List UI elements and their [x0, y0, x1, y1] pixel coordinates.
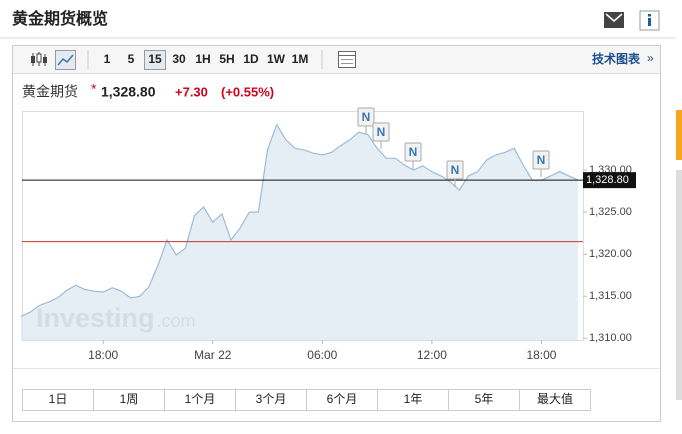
last-price-badge: [583, 172, 636, 189]
interval-button[interactable]: 5: [128, 52, 135, 66]
news-label[interactable]: N: [451, 163, 460, 177]
x-tick-label: 18:00: [88, 348, 118, 362]
price-line: [20, 123, 579, 317]
candle-icon[interactable]: [31, 52, 47, 66]
line-chart-icon[interactable]: [55, 50, 76, 70]
page-title: 黄金期货概览: [12, 9, 108, 28]
interval-button[interactable]: 1: [104, 52, 111, 66]
link-arrow[interactable]: »: [647, 51, 654, 65]
last-price-label: 1,328.80: [586, 174, 629, 186]
toolbar: [13, 46, 660, 73]
side-tab: [676, 110, 682, 160]
news-label[interactable]: N: [409, 145, 418, 159]
interval-button[interactable]: 5H: [219, 52, 234, 66]
quote-name: 黄金期货: [22, 84, 78, 100]
interval-button[interactable]: 1H: [195, 52, 210, 66]
y-tick-label: 1,320.00: [589, 248, 632, 260]
y-tick-label: 1,325.00: [589, 206, 632, 218]
side-tab: [676, 170, 682, 400]
period-label[interactable]: 1个月: [185, 392, 216, 406]
period-label[interactable]: 1日: [49, 392, 68, 406]
news-label[interactable]: N: [537, 153, 546, 167]
area-fill: [21, 124, 578, 340]
interval-button[interactable]: 15: [148, 52, 162, 66]
quote-price: 1,328.80: [101, 84, 156, 100]
y-tick-label: 1,310.00: [589, 332, 632, 344]
interval-selected: [144, 50, 166, 70]
period-label[interactable]: 1年: [404, 392, 423, 406]
y-tick-label: 1,315.00: [589, 290, 632, 302]
table-icon[interactable]: [338, 51, 356, 68]
x-tick-label: 12:00: [417, 348, 447, 362]
mail-icon[interactable]: [604, 12, 624, 28]
quote-change: +7.30: [175, 84, 208, 99]
info-icon[interactable]: [639, 10, 660, 31]
x-tick-label: Mar 22: [194, 348, 232, 362]
period-label[interactable]: 1周: [120, 392, 139, 406]
period-label[interactable]: 6个月: [327, 392, 358, 406]
interval-button[interactable]: 1M: [292, 52, 309, 66]
period-label[interactable]: 5年: [475, 392, 494, 406]
news-label[interactable]: N: [362, 110, 371, 124]
tech-chart-link[interactable]: 技术图表: [592, 51, 641, 66]
news-label[interactable]: N: [377, 125, 386, 139]
quote-change-pct: (+0.55%): [221, 84, 274, 99]
period-label[interactable]: 3个月: [256, 392, 287, 406]
quote-marker: *: [91, 81, 97, 97]
period-label[interactable]: 最大值: [537, 391, 573, 406]
interval-button[interactable]: 1D: [243, 52, 259, 66]
interval-button[interactable]: 30: [172, 52, 186, 66]
interval-button[interactable]: 1W: [267, 52, 286, 66]
x-tick-label: 18:00: [526, 348, 556, 362]
x-tick-label: 06:00: [307, 348, 337, 362]
period-button[interactable]: [519, 389, 591, 411]
